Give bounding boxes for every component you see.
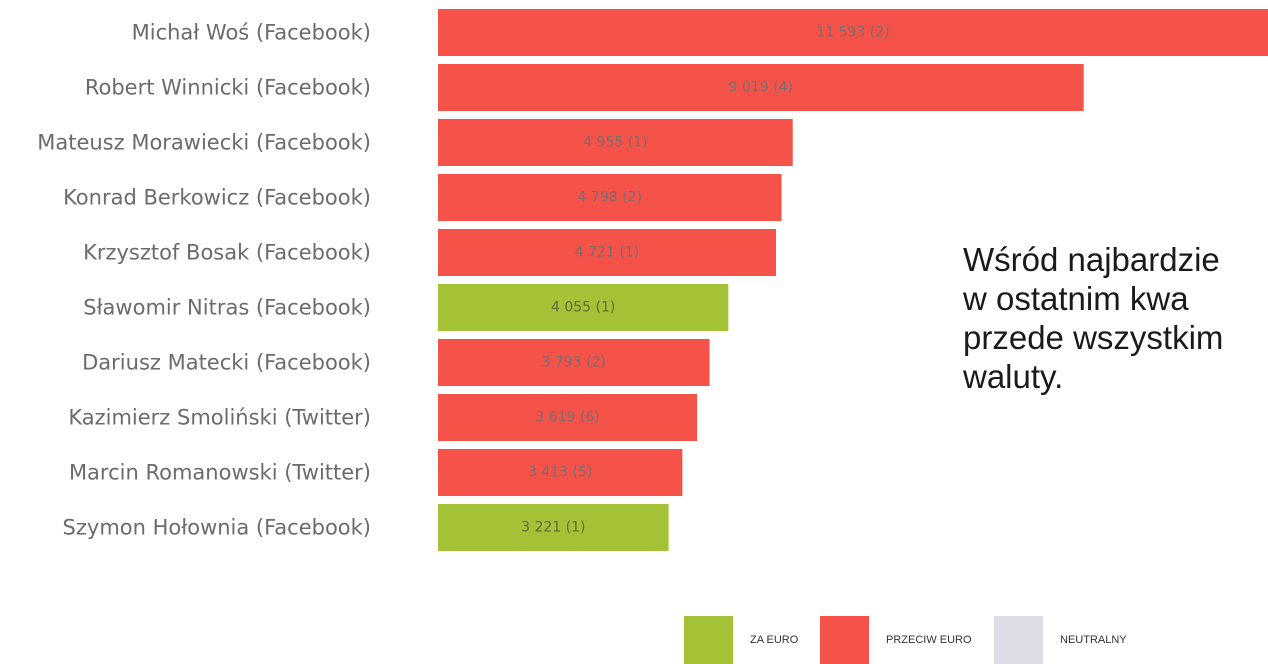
legend-swatch-neutralny bbox=[994, 616, 1043, 664]
bar-row-6[interactable] bbox=[438, 284, 729, 331]
legend-swatch-za-euro bbox=[684, 616, 733, 664]
bar-value-label-row-8: 3 619 (6) bbox=[535, 410, 599, 426]
bar-value-label-row-4: 4 798 (2) bbox=[578, 190, 642, 206]
legend-item-przeciw-euro: PRZECIW EURO bbox=[820, 616, 972, 664]
bar-row-5[interactable] bbox=[438, 229, 776, 276]
bar-row-10[interactable] bbox=[438, 504, 669, 551]
category-label-row-5: Krzysztof Bosak (Facebook) bbox=[83, 241, 371, 265]
legend-label-przeciw-euro: PRZECIW EURO bbox=[886, 634, 972, 646]
legend-label-za-euro: ZA EURO bbox=[750, 634, 799, 646]
bar-value-label-row-6: 4 055 (1) bbox=[551, 300, 615, 316]
category-label-row-3: Mateusz Morawiecki (Facebook) bbox=[37, 131, 371, 155]
bar-value-label-row-10: 3 221 (1) bbox=[521, 520, 585, 536]
legend-item-za-euro: ZA EURO bbox=[684, 616, 798, 664]
category-label-row-9: Marcin Romanowski (Twitter) bbox=[69, 461, 371, 485]
bar-row-2[interactable] bbox=[438, 64, 1084, 111]
bar-value-label-row-2: 9 019 (4) bbox=[729, 80, 793, 96]
category-label-row-4: Konrad Berkowicz (Facebook) bbox=[63, 186, 371, 210]
bar-value-label-row-1: 11 593 (2) bbox=[816, 25, 889, 41]
bar-value-label-row-3: 4 955 (1) bbox=[583, 135, 647, 151]
legend-item-neutralny: NEUTRALNY bbox=[994, 616, 1127, 664]
overlay-paragraph: Wśród najbardzie w ostatnim kwa przede w… bbox=[963, 240, 1268, 396]
bar-value-label-row-7: 3 793 (2) bbox=[542, 355, 606, 371]
bar-value-label-row-5: 4 721 (1) bbox=[575, 245, 639, 261]
category-label-row-2: Robert Winnicki (Facebook) bbox=[85, 76, 371, 100]
category-label-row-8: Kazimierz Smoliński (Twitter) bbox=[68, 406, 371, 430]
category-labels: Michał Woś (Facebook) Robert Winnicki (Fa… bbox=[37, 21, 371, 540]
overlay-line-3: przede wszystkim bbox=[963, 319, 1224, 356]
bar-row-4[interactable] bbox=[438, 174, 782, 221]
bar-value-labels: 11 593 (2) 9 019 (4) 4 955 (1) 4 798 (2) 4 7… bbox=[521, 25, 890, 536]
category-label-row-6: Sławomir Nitras (Facebook) bbox=[83, 296, 371, 320]
bar-row-3[interactable] bbox=[438, 119, 793, 166]
category-label-row-7: Dariusz Matecki (Facebook) bbox=[82, 351, 371, 375]
category-label-row-10: Szymon Hołownia (Facebook) bbox=[63, 516, 371, 540]
bar-chart: Michał Woś (Facebook) Robert Winnicki (Fa… bbox=[37, 9, 1268, 551]
bar-row-9[interactable] bbox=[438, 449, 683, 496]
legend-swatch-przeciw-euro bbox=[820, 616, 869, 664]
bar-value-label-row-9: 3 413 (5) bbox=[528, 465, 592, 481]
overlay-line-1: Wśród najbardzie bbox=[963, 241, 1220, 278]
bar-row-1[interactable] bbox=[438, 9, 1268, 56]
legend-label-neutralny: NEUTRALNY bbox=[1060, 634, 1127, 646]
overlay-line-2: w ostatnim kwa bbox=[963, 280, 1189, 317]
bar-row-7[interactable] bbox=[438, 339, 710, 386]
category-label-row-1: Michał Woś (Facebook) bbox=[132, 21, 371, 45]
bars bbox=[438, 9, 1268, 551]
legend: ZA EURO PRZECIW EURO NEUTRALNY bbox=[0, 616, 1268, 664]
overlay-line-4: waluty. bbox=[963, 358, 1064, 395]
bar-row-8[interactable] bbox=[438, 394, 698, 441]
